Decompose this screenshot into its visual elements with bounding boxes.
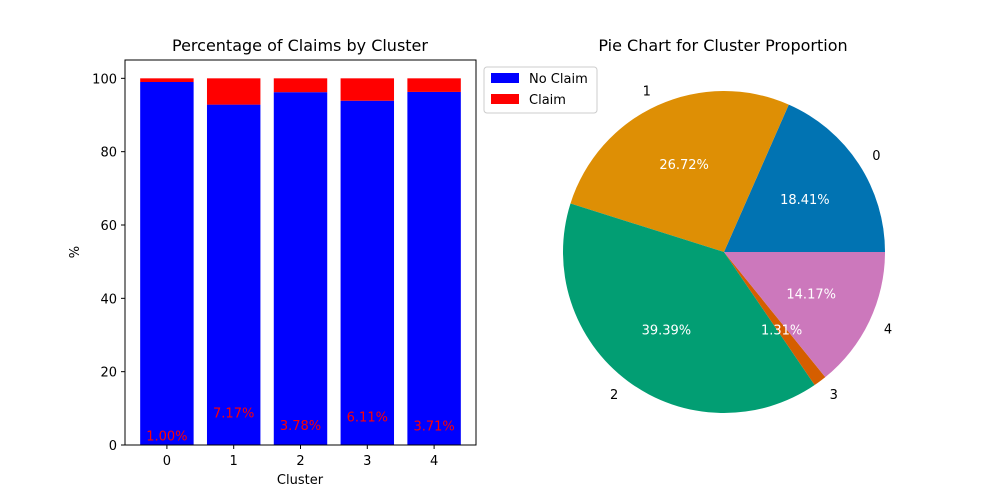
bar-no-claim-cluster-1 (206, 104, 261, 446)
bar-data-label-cluster-0: 1.00% (146, 429, 187, 444)
legend-swatch-claim (491, 94, 519, 104)
pie-percent-label-cluster-0: 18.41% (780, 193, 830, 208)
x-tick-label: 3 (363, 454, 371, 469)
pie-percent-label-cluster-4: 14.17% (786, 288, 836, 303)
pie-percent-label-cluster-2: 39.39% (642, 324, 692, 339)
y-tick-label: 60 (100, 219, 117, 234)
x-axis-label: Cluster (277, 473, 324, 488)
legend-label-claim: Claim (529, 93, 566, 108)
bar-claim-cluster-3 (340, 78, 395, 101)
pie-slice-cluster-2 (563, 203, 815, 414)
legend: No Claim Claim (483, 66, 598, 114)
bar-chart-title: Percentage of Claims by Cluster (172, 36, 428, 55)
y-axis-ticks: 0 20 40 60 80 100 (92, 72, 125, 454)
pie-category-label-cluster-0: 0 (872, 149, 880, 164)
pie-category-label-cluster-2: 2 (610, 388, 618, 403)
y-tick-label: 20 (100, 366, 117, 381)
legend-swatch-no-claim (491, 73, 519, 83)
bar-layer (140, 78, 461, 446)
pie-percent-label-cluster-1: 26.72% (659, 158, 709, 173)
x-tick-label: 4 (430, 454, 438, 469)
x-axis-ticks: 0 1 2 3 4 (163, 445, 438, 469)
legend-label-no-claim: No Claim (529, 72, 588, 87)
bar-no-claim-cluster-0 (140, 82, 194, 445)
pie-slice-cluster-1 (570, 91, 789, 253)
pie-slice-cluster-4 (724, 252, 885, 378)
y-tick-label: 80 (100, 146, 117, 161)
x-tick-label: 1 (230, 454, 238, 469)
pie-category-label-cluster-4: 4 (884, 322, 892, 337)
pie-category-label-cluster-1: 1 (643, 85, 651, 100)
bar-claim-cluster-1 (206, 78, 261, 105)
pie-slice-layer (563, 91, 885, 414)
x-tick-label: 2 (296, 454, 304, 469)
pie-label-layer: 18.41% 0 26.72% 1 39.39% 2 1.31% 3 14.17% 4 (610, 85, 892, 403)
bar-claim-cluster-4 (407, 78, 461, 92)
bar-data-label-cluster-1: 7.17% (213, 407, 254, 422)
bar-claim-cluster-2 (273, 78, 328, 93)
pie-chart: Pie Chart for Cluster Proportion 18.41% 0… (563, 36, 892, 414)
pie-category-label-cluster-3: 3 (830, 388, 838, 403)
pie-percent-label-cluster-3: 1.31% (761, 324, 802, 339)
x-tick-label: 0 (163, 454, 171, 469)
bar-no-claim-cluster-4 (407, 91, 461, 445)
y-tick-label: 100 (92, 72, 117, 87)
bar-data-label-cluster-4: 3.71% (413, 419, 454, 434)
bar-data-label-cluster-3: 6.11% (347, 411, 388, 426)
pie-chart-title: Pie Chart for Cluster Proportion (598, 36, 847, 55)
bar-data-label-cluster-2: 3.78% (280, 419, 321, 434)
pie-slice-cluster-3 (724, 252, 826, 386)
bar-claim-cluster-0 (140, 78, 194, 82)
bar-no-claim-cluster-2 (273, 92, 328, 445)
stacked-bar-chart: Percentage of Claims by Cluster 1.00% 7.1… (68, 36, 477, 488)
bar-data-labels: 1.00% 7.17% 3.78% 6.11% 3.71% (146, 407, 455, 445)
bar-no-claim-cluster-3 (340, 100, 395, 446)
pie-slice-cluster-0 (724, 104, 885, 252)
y-tick-label: 40 (100, 292, 117, 307)
y-tick-label: 0 (109, 439, 117, 454)
y-axis-label: % (68, 246, 83, 258)
